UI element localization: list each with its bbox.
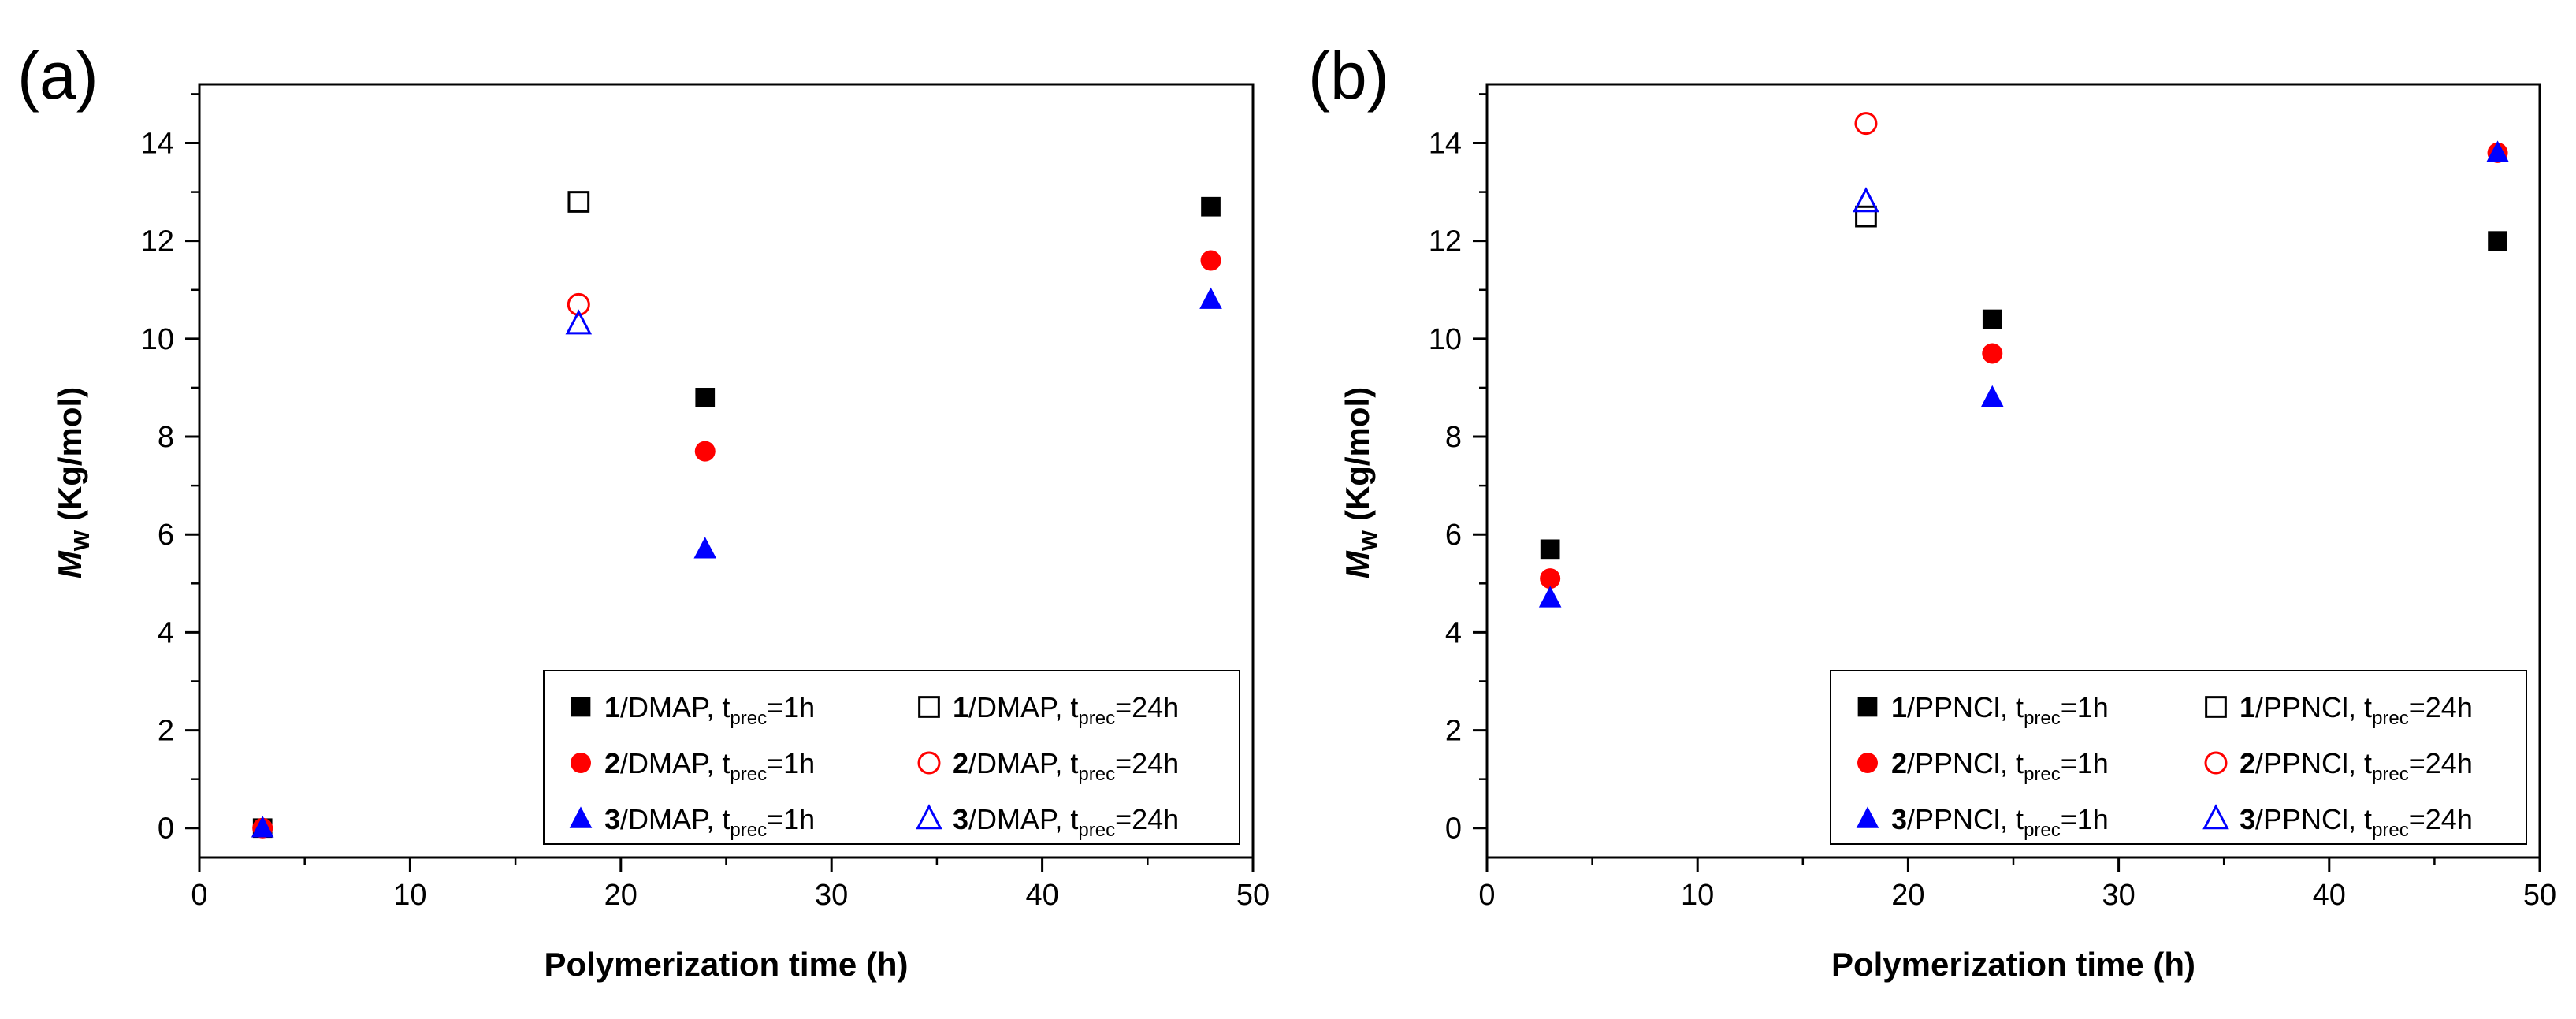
panel-label: (a) xyxy=(17,39,99,113)
chart-panel-a: (a) 0 10 20 30 40 50 0 2 4 6 8 10 12 14 Polymerization … xyxy=(17,39,1269,983)
data-point xyxy=(1855,205,1877,228)
legend-entry-label: 2/PPNCl, tprec=1h xyxy=(1891,747,2109,785)
x-axis-label: Polymerization time (h) xyxy=(544,946,908,983)
y-tick-label: 14 xyxy=(141,128,174,161)
legend-entry-label: 2/DMAP, tprec=24h xyxy=(953,747,1179,785)
data-point xyxy=(1540,539,1560,560)
y-tick-label: 12 xyxy=(141,225,174,258)
data-point xyxy=(1982,309,2002,329)
data-point xyxy=(251,816,274,838)
x-tick-label: 20 xyxy=(1891,879,1924,912)
data-point xyxy=(1854,112,1878,136)
data-point xyxy=(1199,287,1222,309)
y-tick-label: 10 xyxy=(1429,323,1462,356)
y-tick-label: 6 xyxy=(1445,519,1462,552)
series-1-24h xyxy=(567,191,590,213)
panel-label: (b) xyxy=(1308,39,1389,113)
data-point xyxy=(694,441,716,462)
chart-panel-b: (b) 0 10 20 30 40 50 0 2 4 6 8 10 12 14 Polymerization … xyxy=(1308,39,2556,983)
legend-entry-label: 3/PPNCl, tprec=24h xyxy=(2240,803,2473,841)
legend: 1/DMAP, tprec=1h 1/DMAP, tprec=24h 2/DMAP,… xyxy=(543,670,1240,845)
x-tick-label: 20 xyxy=(604,879,637,912)
y-tick-label: 2 xyxy=(158,715,174,748)
legend-entry-label: 1/DMAP, tprec=24h xyxy=(953,691,1179,729)
legend-entry-label: 3/DMAP, tprec=1h xyxy=(604,803,815,841)
x-tick-label: 50 xyxy=(2523,879,2556,912)
legend-entry-label: 1/DMAP, tprec=1h xyxy=(604,691,815,729)
x-tick-label: 50 xyxy=(1236,879,1269,912)
series-1-24h xyxy=(1855,205,1877,228)
legend-marker xyxy=(571,697,591,717)
legend-entry-label: 2/DMAP, tprec=1h xyxy=(604,747,815,785)
legend-marker xyxy=(2204,751,2228,775)
legend-box xyxy=(1830,670,2527,845)
legend-entry-label: 3/PPNCl, tprec=1h xyxy=(1891,803,2109,841)
x-tick-label: 30 xyxy=(2102,879,2135,912)
x-tick-label: 0 xyxy=(1478,879,1495,912)
y-tick-label: 8 xyxy=(1445,421,1462,454)
legend: 1/PPNCl, tprec=1h 1/PPNCl, tprec=24h 2/PPN… xyxy=(1830,670,2527,845)
y-tick-label: 6 xyxy=(158,519,174,552)
data-point xyxy=(1538,586,1562,608)
data-point xyxy=(2488,231,2507,251)
data-point xyxy=(2486,140,2509,162)
y-tick-label: 0 xyxy=(1445,813,1462,846)
legend-marker xyxy=(571,753,591,773)
series-1-1h xyxy=(1540,231,2507,560)
legend-marker xyxy=(917,751,941,775)
legend-marker xyxy=(1856,806,1879,828)
data-point xyxy=(1980,385,2004,407)
series-2-24h xyxy=(1854,112,1878,136)
legend-marker xyxy=(569,806,593,828)
x-tick-label: 30 xyxy=(815,879,848,912)
legend-marker xyxy=(918,696,940,718)
x-tick-label: 10 xyxy=(393,879,426,912)
legend-entry-label: 3/DMAP, tprec=24h xyxy=(953,803,1179,841)
legend-entry-label: 1/PPNCl, tprec=24h xyxy=(2240,691,2473,729)
legend-marker xyxy=(2205,696,2227,718)
y-tick-label: 4 xyxy=(1445,616,1462,649)
legend-box xyxy=(543,670,1240,845)
series-2-1h xyxy=(1540,142,2508,589)
y-tick-label: 2 xyxy=(1445,715,1462,748)
x-axis-label: Polymerization time (h) xyxy=(1831,946,2195,983)
legend-marker xyxy=(916,804,942,830)
y-tick-label: 14 xyxy=(1429,128,1462,161)
legend-marker xyxy=(1857,697,1878,717)
y-tick-label: 4 xyxy=(158,616,174,649)
data-point xyxy=(567,292,590,316)
legend-entry-label: 2/PPNCl, tprec=24h xyxy=(2240,747,2473,785)
y-tick-label: 12 xyxy=(1429,225,1462,258)
y-axis-label: MW (Kg/mol) xyxy=(51,387,94,578)
x-tick-label: 40 xyxy=(1025,879,1058,912)
y-tick-label: 0 xyxy=(158,813,174,846)
data-point xyxy=(565,309,593,335)
series-3-1h xyxy=(251,287,1222,838)
y-axis-label: MW (Kg/mol) xyxy=(1339,387,1381,578)
data-point xyxy=(693,537,717,559)
y-tick-label: 8 xyxy=(158,421,174,454)
data-point xyxy=(567,191,590,213)
legend-entry-label: 1/PPNCl, tprec=1h xyxy=(1891,691,2109,729)
legend-marker xyxy=(1857,753,1878,773)
series-3-1h xyxy=(1538,140,2509,608)
x-tick-label: 10 xyxy=(1681,879,1714,912)
legend-marker xyxy=(2202,804,2229,830)
series-3-24h xyxy=(565,309,593,335)
series-3-24h xyxy=(1853,187,1879,213)
data-point xyxy=(1201,196,1221,217)
y-tick-label: 10 xyxy=(141,323,174,356)
data-point xyxy=(695,388,716,407)
x-tick-label: 0 xyxy=(191,879,207,912)
x-tick-label: 40 xyxy=(2313,879,2346,912)
data-point xyxy=(1982,343,2003,364)
data-point xyxy=(1853,187,1879,213)
data-point xyxy=(1200,250,1221,271)
series-2-24h xyxy=(567,292,590,316)
data-point xyxy=(1540,568,1561,589)
